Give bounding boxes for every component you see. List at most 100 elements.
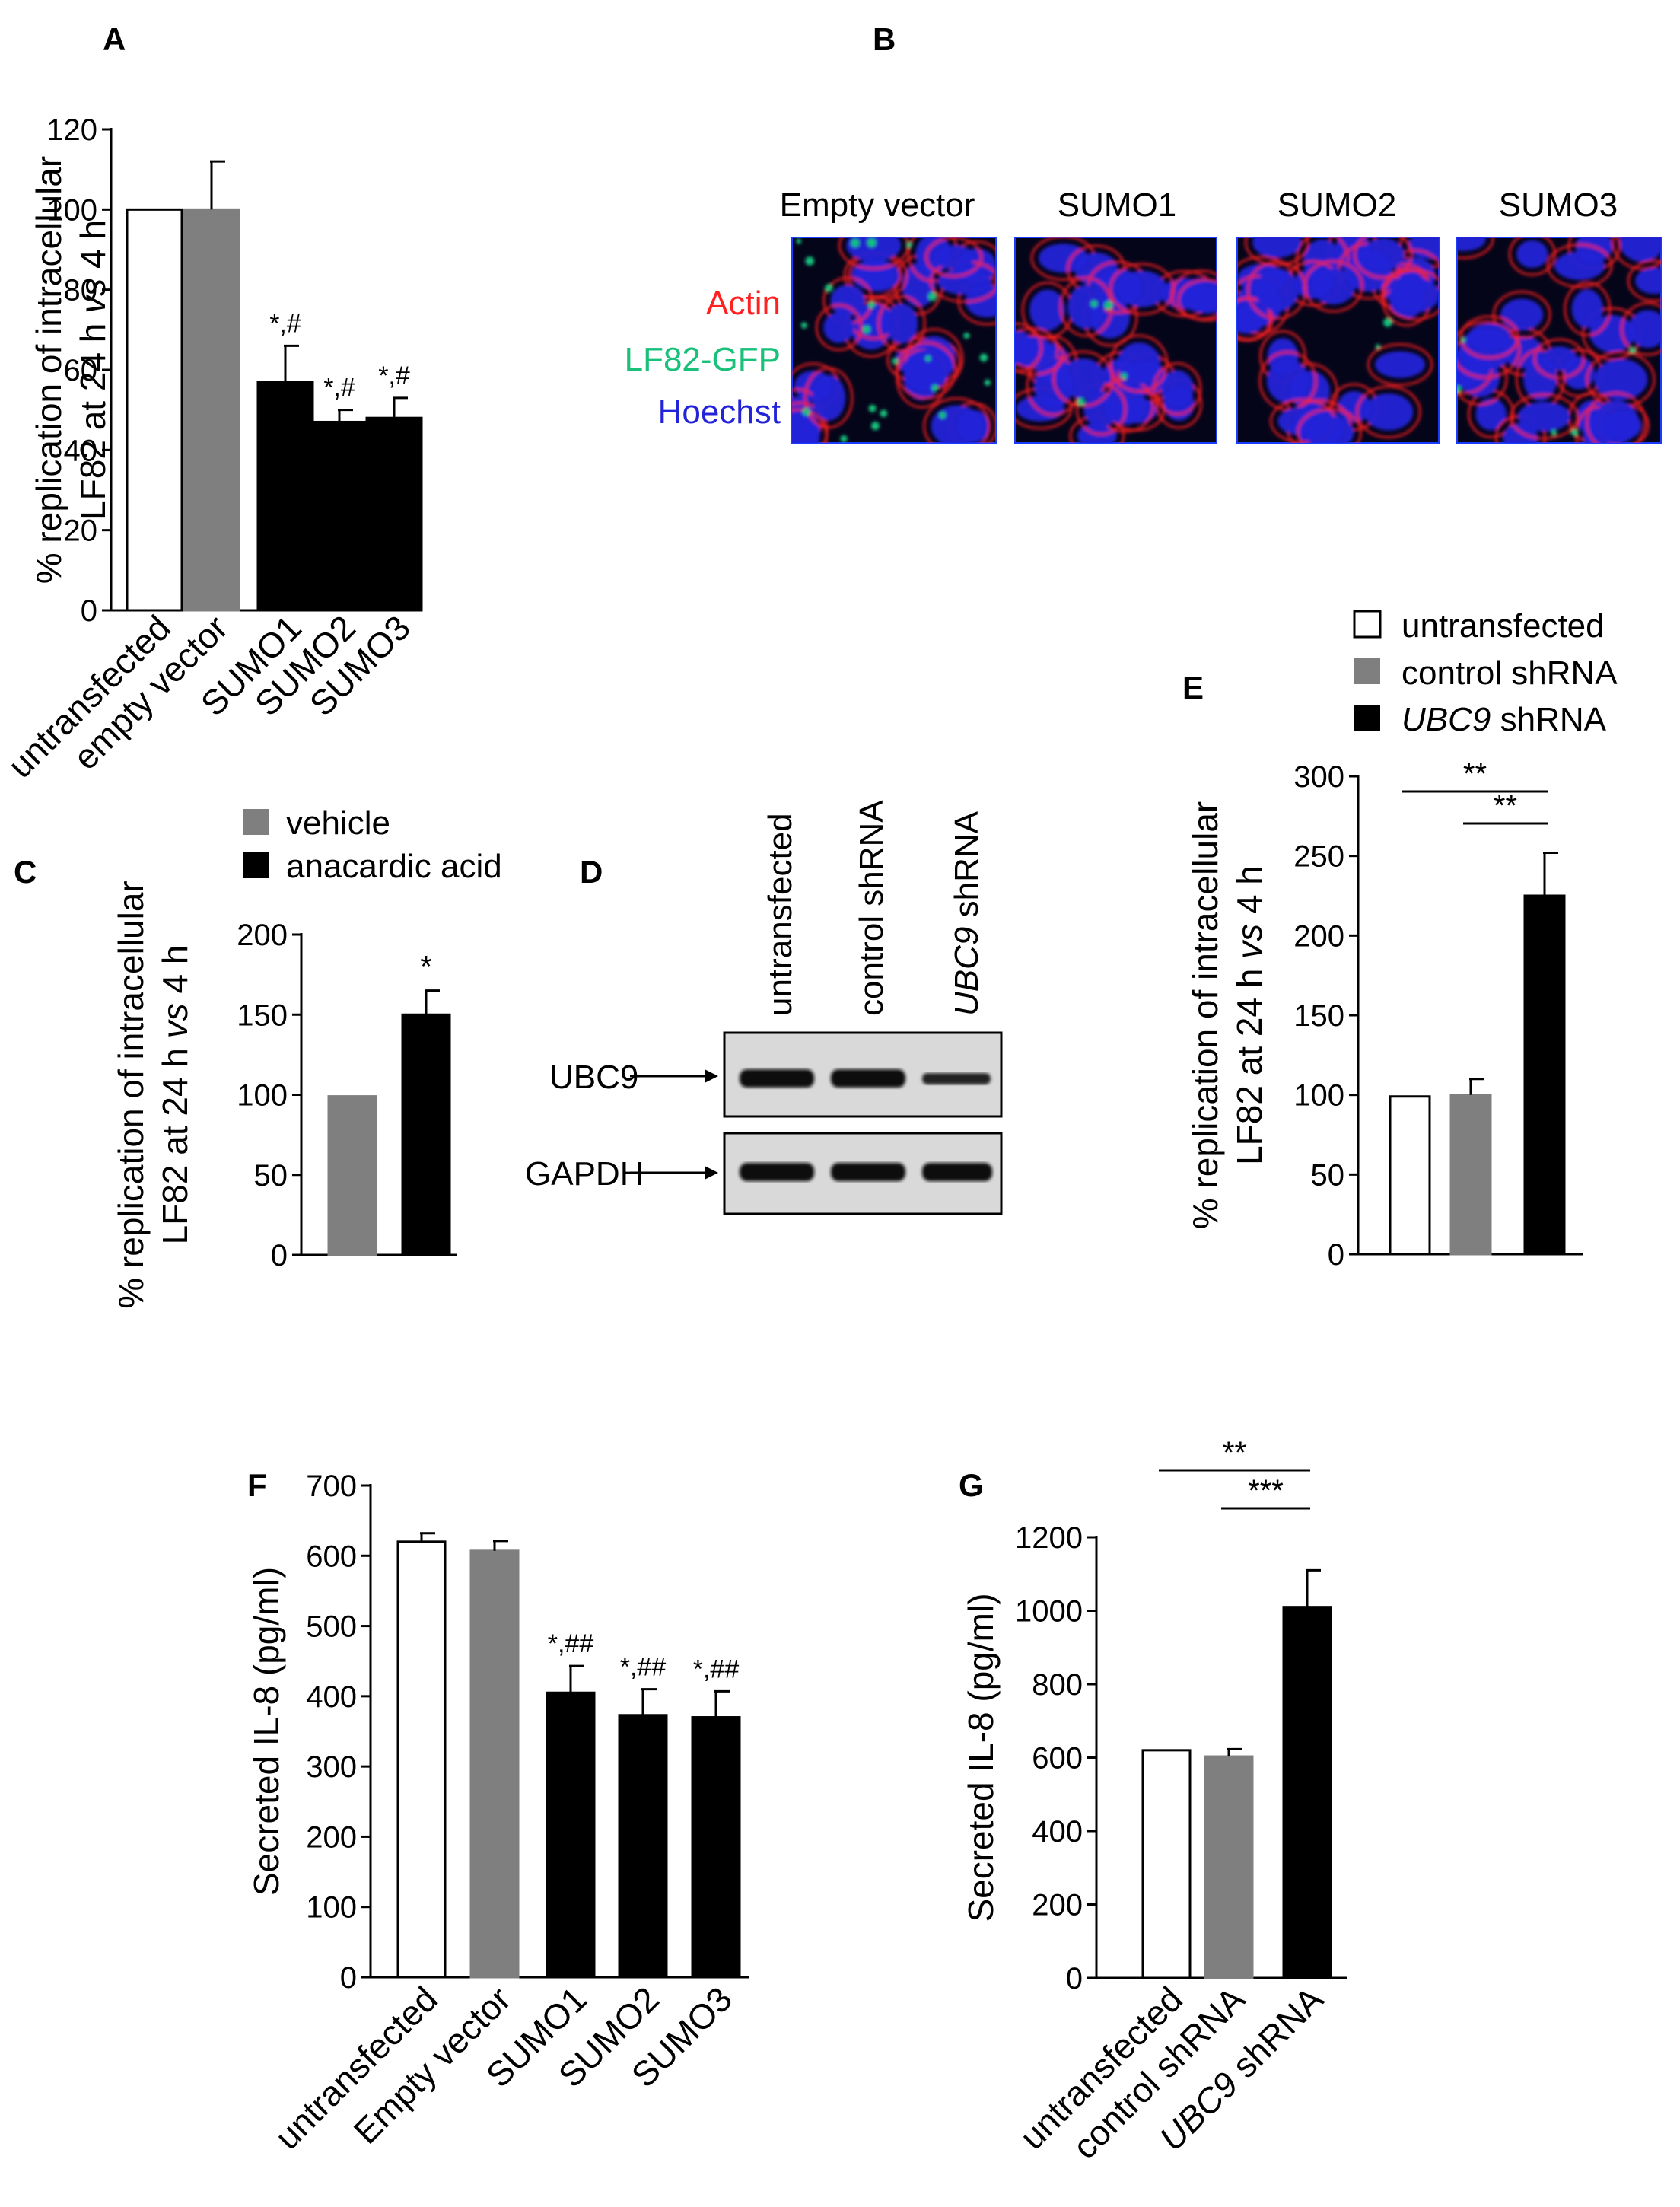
panel-b-title: B	[873, 21, 896, 57]
legend-c: vehicle anacardic acid	[243, 804, 502, 885]
y-tick-label-f: 300	[306, 1750, 357, 1784]
legend-e: untransfected control shRNA UBC9 shRNA	[1353, 607, 1618, 738]
y-tick-label-c: 100	[237, 1079, 288, 1113]
y-tick-label-g: 200	[1032, 1889, 1083, 1922]
actin-outline	[1457, 237, 1494, 260]
significance-f-sumo2: *,##	[620, 1653, 667, 1682]
y-tick-label-e: 200	[1293, 919, 1344, 953]
nucleus	[1500, 298, 1544, 331]
actin-outline	[1546, 244, 1613, 288]
actin-outline	[1297, 408, 1363, 443]
gfp-bacteria	[1383, 317, 1392, 327]
gfp-bacteria	[1457, 385, 1462, 393]
actin-outline	[895, 341, 957, 400]
nucleus	[1628, 310, 1661, 348]
gfp-bacteria	[870, 422, 880, 431]
stain-label-actin: Actin	[706, 285, 781, 322]
micrograph-sumo3	[1456, 237, 1662, 444]
panel-d: untransfected control shRNA UBC9 shRNA U…	[525, 800, 1003, 1215]
gfp-bacteria	[905, 241, 912, 248]
nucleus	[1266, 358, 1309, 403]
legend-label-ubc9-shrna: UBC9 shRNA	[1402, 701, 1607, 738]
nucleus	[1593, 400, 1639, 443]
gfp-bacteria	[1629, 346, 1636, 354]
actin-outline	[1109, 263, 1176, 316]
nucleus	[1311, 268, 1356, 305]
actin-outline	[1367, 342, 1433, 387]
legend-label-vehicle: vehicle	[286, 804, 390, 842]
gfp-bacteria	[984, 379, 991, 386]
micrograph-label-sumo1: SUMO1	[1058, 186, 1176, 224]
arrowhead-gapdh	[705, 1166, 718, 1180]
nucleus	[1594, 358, 1648, 400]
actin-outline	[803, 367, 854, 429]
actin-outline	[1015, 334, 1064, 376]
gfp-bacteria	[800, 322, 807, 329]
nucleus	[1619, 237, 1661, 262]
bar-a-sumo2	[310, 420, 368, 612]
bar-f-sumo1	[546, 1691, 596, 1979]
band-ubc9-knockdown	[922, 1073, 991, 1084]
legend-swatch-anacardic-acid	[243, 852, 269, 878]
bar-a-untransfected	[126, 208, 183, 612]
actin-outline	[1356, 385, 1421, 439]
actin-outline	[1492, 290, 1551, 339]
chart-f: 0 100 200 300 400 500 600 700 Secreted IL-8 (pg/…	[247, 1470, 749, 2157]
actin-outline	[1586, 392, 1647, 443]
gfp-bacteria	[867, 238, 877, 247]
legend-label-anacardic-acid: anacardic acid	[286, 848, 502, 885]
band-gapdh-untransfected	[740, 1163, 814, 1181]
y-tick-label-e: 300	[1293, 760, 1344, 794]
bar-g-ubc9-shrna	[1282, 1606, 1332, 1979]
nucleus	[1255, 268, 1300, 312]
panel-g-title: G	[959, 1467, 984, 1503]
y-axis-title-f: Secreted IL-8 (pg/ml)	[247, 1567, 286, 1896]
band-label-gapdh: GAPDH	[525, 1155, 644, 1193]
nucleus	[937, 268, 992, 295]
nucleus	[1407, 237, 1439, 260]
nucleus	[902, 263, 936, 307]
stain-label-hoechst: Hoechst	[658, 393, 781, 431]
legend-swatch-untransfected	[1353, 610, 1382, 639]
y-tick-label-a: 100	[46, 193, 97, 227]
y-tick-label-f: 100	[306, 1891, 357, 1925]
chart-e: 0 50 100 150 200 250 300 % replication of intra…	[1185, 757, 1583, 1272]
nucleus	[823, 312, 854, 343]
nucleus	[1237, 304, 1264, 333]
gfp-bacteria	[1077, 398, 1085, 406]
actin-outline	[877, 295, 926, 352]
micrograph-label-empty-vector: Empty vector	[780, 186, 975, 224]
panel-f-title: F	[247, 1467, 267, 1503]
micrograph-label-sumo2: SUMO2	[1278, 186, 1396, 224]
y-tick-label-e: 0	[1328, 1238, 1344, 1272]
lane-label-untransfected: untransfected	[762, 813, 799, 1016]
gfp-bacteria	[1121, 373, 1128, 380]
nucleus	[933, 244, 975, 269]
significance-f-sumo3: *,##	[693, 1654, 740, 1683]
nucleus	[1457, 237, 1486, 251]
stain-label-gfp: LF82-GFP	[625, 341, 781, 378]
lane-label-control-shrna: control shRNA	[853, 800, 890, 1016]
band-ubc9-untransfected	[740, 1069, 814, 1088]
band-label-ubc9: UBC9	[549, 1059, 638, 1096]
gfp-bacteria	[1375, 344, 1381, 349]
gfp-bacteria	[1460, 337, 1466, 342]
y-tick-label-a: 120	[46, 113, 97, 147]
significance-f-sumo1: *,##	[548, 1629, 594, 1658]
y-tick-label-f: 700	[306, 1470, 357, 1503]
actin-outline	[924, 237, 983, 278]
y-tick-label-c: 0	[271, 1239, 288, 1272]
micrograph-cells	[1237, 237, 1439, 443]
arrowhead-ubc9	[705, 1069, 718, 1083]
bracket-label-g-2: ***	[1248, 1474, 1284, 1508]
nucleus	[1305, 416, 1354, 443]
significance-a-sumo3: *,#	[378, 361, 410, 390]
actin-outline	[815, 304, 863, 352]
y-axis-title-c-line1: % replication of intracellular	[111, 881, 151, 1309]
legend-swatch-vehicle	[243, 809, 269, 835]
legend-label-untransfected: untransfected	[1402, 607, 1605, 645]
gfp-bacteria	[863, 325, 870, 333]
y-axis-title-c-line2: LF82 at 24 h vs 4 h	[155, 945, 195, 1245]
band-gapdh-knockdown	[922, 1163, 992, 1181]
